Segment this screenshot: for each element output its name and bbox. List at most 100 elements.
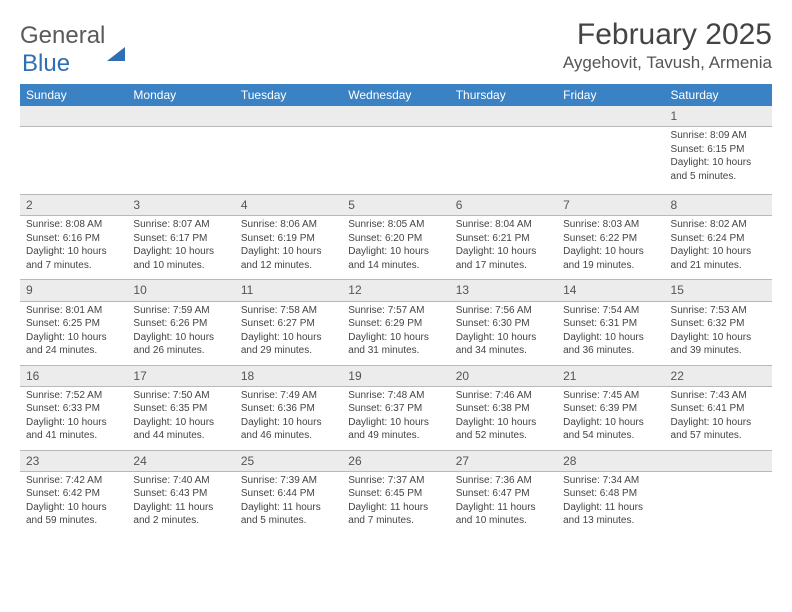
sunrise-text: Sunrise: 8:08 AM bbox=[26, 218, 121, 232]
calendar-page: General Blue February 2025 Aygehovit, Ta… bbox=[0, 0, 792, 545]
sunrise-text: Sunrise: 7:46 AM bbox=[456, 389, 551, 403]
day-info-cell: Sunrise: 7:59 AMSunset: 6:26 PMDaylight:… bbox=[127, 301, 234, 365]
weekday-header: Monday bbox=[127, 84, 234, 106]
day-info-cell: Sunrise: 8:09 AMSunset: 6:15 PMDaylight:… bbox=[665, 127, 772, 195]
calendar-table: Sunday Monday Tuesday Wednesday Thursday… bbox=[20, 84, 772, 535]
daylight-text: Daylight: 10 hours and 41 minutes. bbox=[26, 416, 121, 443]
day-number-cell: 24 bbox=[127, 450, 234, 471]
sunset-text: Sunset: 6:43 PM bbox=[133, 487, 228, 501]
sunrise-text: Sunrise: 7:45 AM bbox=[563, 389, 658, 403]
daylight-text: Daylight: 11 hours and 2 minutes. bbox=[133, 501, 228, 528]
daylight-text: Daylight: 10 hours and 10 minutes. bbox=[133, 245, 228, 272]
daylight-text: Daylight: 10 hours and 49 minutes. bbox=[348, 416, 443, 443]
day-number-cell bbox=[450, 106, 557, 127]
day-info-cell: Sunrise: 7:49 AMSunset: 6:36 PMDaylight:… bbox=[235, 386, 342, 450]
sunrise-text: Sunrise: 7:40 AM bbox=[133, 474, 228, 488]
sunset-text: Sunset: 6:24 PM bbox=[671, 232, 766, 246]
sunset-text: Sunset: 6:44 PM bbox=[241, 487, 336, 501]
daylight-text: Daylight: 10 hours and 14 minutes. bbox=[348, 245, 443, 272]
day-info-cell: Sunrise: 8:06 AMSunset: 6:19 PMDaylight:… bbox=[235, 216, 342, 280]
sunset-text: Sunset: 6:35 PM bbox=[133, 402, 228, 416]
sunrise-text: Sunrise: 8:01 AM bbox=[26, 304, 121, 318]
day-info-cell: Sunrise: 7:42 AMSunset: 6:42 PMDaylight:… bbox=[20, 471, 127, 535]
location-subtitle: Aygehovit, Tavush, Armenia bbox=[563, 53, 772, 73]
sunrise-text: Sunrise: 7:52 AM bbox=[26, 389, 121, 403]
sunrise-text: Sunrise: 8:03 AM bbox=[563, 218, 658, 232]
weekday-header: Saturday bbox=[665, 84, 772, 106]
day-info-cell: Sunrise: 7:43 AMSunset: 6:41 PMDaylight:… bbox=[665, 386, 772, 450]
sunset-text: Sunset: 6:19 PM bbox=[241, 232, 336, 246]
sunset-text: Sunset: 6:39 PM bbox=[563, 402, 658, 416]
day-number-cell: 17 bbox=[127, 365, 234, 386]
day-info-cell bbox=[20, 127, 127, 195]
daylight-text: Daylight: 10 hours and 31 minutes. bbox=[348, 331, 443, 358]
sunrise-text: Sunrise: 7:49 AM bbox=[241, 389, 336, 403]
day-info-cell: Sunrise: 7:45 AMSunset: 6:39 PMDaylight:… bbox=[557, 386, 664, 450]
day-number-cell: 23 bbox=[20, 450, 127, 471]
sunset-text: Sunset: 6:45 PM bbox=[348, 487, 443, 501]
day-number-cell: 13 bbox=[450, 280, 557, 301]
weekday-header: Thursday bbox=[450, 84, 557, 106]
day-info-cell: Sunrise: 8:07 AMSunset: 6:17 PMDaylight:… bbox=[127, 216, 234, 280]
day-info-cell bbox=[665, 471, 772, 535]
day-info-cell: Sunrise: 7:39 AMSunset: 6:44 PMDaylight:… bbox=[235, 471, 342, 535]
day-number-cell: 4 bbox=[235, 195, 342, 216]
day-number-cell: 20 bbox=[450, 365, 557, 386]
day-number-cell: 8 bbox=[665, 195, 772, 216]
sunset-text: Sunset: 6:15 PM bbox=[671, 143, 766, 157]
sunset-text: Sunset: 6:29 PM bbox=[348, 317, 443, 331]
daylight-text: Daylight: 11 hours and 10 minutes. bbox=[456, 501, 551, 528]
sunrise-text: Sunrise: 7:56 AM bbox=[456, 304, 551, 318]
title-block: February 2025 Aygehovit, Tavush, Armenia bbox=[563, 18, 772, 73]
daylight-text: Daylight: 10 hours and 57 minutes. bbox=[671, 416, 766, 443]
day-number-cell: 27 bbox=[450, 450, 557, 471]
sunrise-text: Sunrise: 7:48 AM bbox=[348, 389, 443, 403]
sunrise-text: Sunrise: 7:36 AM bbox=[456, 474, 551, 488]
logo-text-general: General bbox=[20, 22, 105, 49]
daylight-text: Daylight: 10 hours and 24 minutes. bbox=[26, 331, 121, 358]
sunset-text: Sunset: 6:41 PM bbox=[671, 402, 766, 416]
daynum-row: 16171819202122 bbox=[20, 365, 772, 386]
day-number-cell: 14 bbox=[557, 280, 664, 301]
day-number-cell bbox=[20, 106, 127, 127]
day-number-cell: 3 bbox=[127, 195, 234, 216]
info-row: Sunrise: 8:09 AMSunset: 6:15 PMDaylight:… bbox=[20, 127, 772, 195]
sunrise-text: Sunrise: 8:06 AM bbox=[241, 218, 336, 232]
day-info-cell: Sunrise: 7:37 AMSunset: 6:45 PMDaylight:… bbox=[342, 471, 449, 535]
day-number-cell: 18 bbox=[235, 365, 342, 386]
page-title: February 2025 bbox=[563, 18, 772, 51]
day-number-cell: 9 bbox=[20, 280, 127, 301]
sunrise-text: Sunrise: 7:34 AM bbox=[563, 474, 658, 488]
sunrise-text: Sunrise: 8:02 AM bbox=[671, 218, 766, 232]
sunset-text: Sunset: 6:30 PM bbox=[456, 317, 551, 331]
weekday-header: Friday bbox=[557, 84, 664, 106]
daylight-text: Daylight: 10 hours and 46 minutes. bbox=[241, 416, 336, 443]
day-info-cell: Sunrise: 8:04 AMSunset: 6:21 PMDaylight:… bbox=[450, 216, 557, 280]
sunset-text: Sunset: 6:16 PM bbox=[26, 232, 121, 246]
day-info-cell: Sunrise: 7:34 AMSunset: 6:48 PMDaylight:… bbox=[557, 471, 664, 535]
daynum-row: 9101112131415 bbox=[20, 280, 772, 301]
day-number-cell: 7 bbox=[557, 195, 664, 216]
sunset-text: Sunset: 6:36 PM bbox=[241, 402, 336, 416]
sunrise-text: Sunrise: 7:53 AM bbox=[671, 304, 766, 318]
daylight-text: Daylight: 10 hours and 19 minutes. bbox=[563, 245, 658, 272]
day-info-cell: Sunrise: 7:48 AMSunset: 6:37 PMDaylight:… bbox=[342, 386, 449, 450]
daylight-text: Daylight: 11 hours and 13 minutes. bbox=[563, 501, 658, 528]
logo-text-blue: Blue bbox=[22, 50, 70, 77]
sunset-text: Sunset: 6:22 PM bbox=[563, 232, 658, 246]
sunset-text: Sunset: 6:31 PM bbox=[563, 317, 658, 331]
weekday-header: Wednesday bbox=[342, 84, 449, 106]
info-row: Sunrise: 7:52 AMSunset: 6:33 PMDaylight:… bbox=[20, 386, 772, 450]
logo: General Blue bbox=[20, 18, 125, 78]
day-number-cell bbox=[235, 106, 342, 127]
sunrise-text: Sunrise: 7:54 AM bbox=[563, 304, 658, 318]
sunset-text: Sunset: 6:38 PM bbox=[456, 402, 551, 416]
daylight-text: Daylight: 10 hours and 26 minutes. bbox=[133, 331, 228, 358]
day-info-cell: Sunrise: 7:57 AMSunset: 6:29 PMDaylight:… bbox=[342, 301, 449, 365]
day-info-cell bbox=[450, 127, 557, 195]
sunset-text: Sunset: 6:20 PM bbox=[348, 232, 443, 246]
daylight-text: Daylight: 11 hours and 7 minutes. bbox=[348, 501, 443, 528]
day-number-cell: 6 bbox=[450, 195, 557, 216]
day-number-cell: 28 bbox=[557, 450, 664, 471]
sunrise-text: Sunrise: 8:04 AM bbox=[456, 218, 551, 232]
